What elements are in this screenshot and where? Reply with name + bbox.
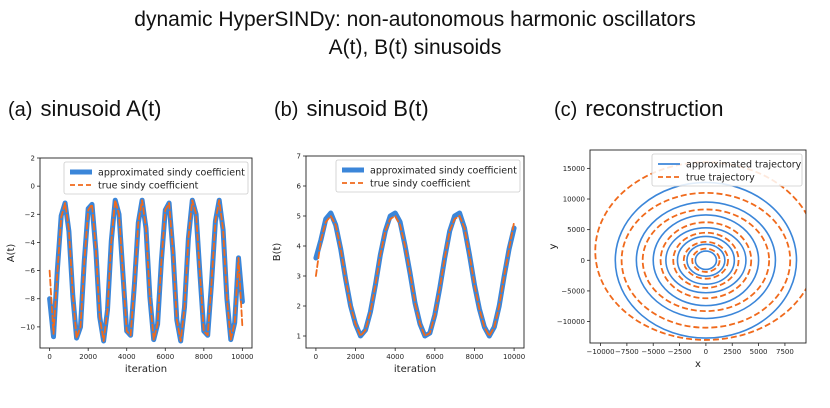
x-axis-label: iteration [394, 364, 436, 375]
panel-b-label: (b) sinusoid B(t) [274, 96, 429, 122]
figure-title: dynamic HyperSINDy: non-autonomous harmo… [134, 8, 696, 31]
y-tick-label: 4 [297, 243, 302, 251]
x-tick-label: 2000 [79, 353, 97, 361]
true-orbit-3 [659, 221, 753, 300]
x-tick-label: 0 [704, 348, 708, 356]
approx-orbit-3 [665, 227, 747, 294]
plot-area [313, 210, 517, 339]
plot-area [594, 161, 806, 341]
approx-series-line [313, 210, 517, 339]
y-tick-label: 10000 [563, 196, 585, 204]
y-tick-label: −2 [25, 211, 35, 219]
true-orbit-6 [691, 247, 721, 273]
y-tick-label: 5 [297, 213, 301, 221]
x-tick-label: −7500 [615, 348, 639, 356]
chart-a: 0 2000 4000 6000 8000 10000 2 0 −2 −4 −6 −8 −10 itera… [6, 155, 254, 376]
panel-a-title: sinusoid A(t) [40, 96, 162, 121]
y-tick-label: −5000 [561, 287, 585, 295]
y-axis-label: B(t) [272, 243, 283, 262]
chart-b: 0 2000 4000 6000 8000 10000 7 6 5 4 3 2 1 iteration B(… [272, 153, 525, 376]
panel-a-tag: (a) [8, 99, 33, 121]
true-orbit-4 [672, 231, 740, 289]
plot-frame [589, 149, 807, 344]
approx-orbit-0 [614, 181, 798, 339]
y-tick-label: 1 [297, 333, 301, 341]
panel-b-tag: (b) [274, 99, 299, 121]
approx-series-line [47, 197, 245, 344]
x-axis-label: iteration [125, 364, 167, 375]
y-tick-label: 0 [581, 257, 585, 265]
true-orbit-1 [620, 191, 792, 329]
panel-c-label: (c) reconstruction [554, 96, 724, 122]
x-tick-label: 8000 [195, 353, 213, 361]
true-series-line [315, 215, 516, 337]
approx-orbit-1 [635, 201, 777, 320]
approx-orbit-5 [686, 243, 726, 278]
chart-c: −10000 −7500 −5000 −2500 0 2500 5000 7500150001… [548, 149, 807, 370]
y-tick-label: 7 [297, 153, 301, 161]
y-tick-label: −10000 [557, 318, 585, 326]
y-axis-label: y [548, 243, 559, 249]
x-tick-label: 6000 [426, 353, 444, 361]
x-tick-label: 4000 [386, 353, 404, 361]
y-tick-label: 15000 [563, 165, 585, 173]
x-tick-label: 2500 [723, 348, 741, 356]
panel-b-title: sinusoid B(t) [306, 96, 429, 121]
legend-label: true sindy coefficient [370, 179, 471, 190]
x-tick-label: 6000 [156, 353, 174, 361]
legend-label: true sindy coefficient [98, 181, 199, 192]
x-tick-label: 0 [47, 353, 51, 361]
y-tick-label: −4 [25, 239, 36, 247]
legend-label: approximated sindy coefficient [98, 168, 245, 179]
x-tick-label: 10000 [503, 353, 525, 361]
x-tick-label: −10000 [586, 348, 614, 356]
y-tick-label: −10 [20, 323, 35, 331]
true-orbit-2 [641, 208, 771, 313]
x-axis-label: x [695, 359, 701, 370]
x-tick-label: 7500 [776, 348, 794, 356]
legend-box [651, 153, 803, 187]
y-tick-label: 5000 [567, 226, 585, 234]
approx-orbit-4 [676, 235, 736, 285]
x-tick-label: 10000 [231, 353, 253, 361]
legend-label: approximated sindy coefficient [370, 166, 517, 177]
x-tick-label: −5000 [641, 348, 665, 356]
legend-label: true trajectory [686, 173, 755, 184]
x-tick-label: 2000 [347, 353, 365, 361]
approx-orbit-2 [652, 214, 760, 307]
x-tick-label: 8000 [466, 353, 484, 361]
plot-frame [305, 155, 525, 349]
plot-area [47, 197, 245, 344]
legend-box [63, 161, 249, 195]
x-tick-label: 0 [314, 353, 318, 361]
y-tick-label: 2 [31, 155, 35, 163]
x-tick-label: −2500 [668, 348, 692, 356]
approx-orbit-6 [694, 250, 718, 271]
legend-box [335, 159, 521, 193]
figure-subtitle: A(t), B(t) sinusoids [328, 36, 502, 59]
plot-frame [39, 157, 253, 349]
true-orbit-5 [682, 241, 729, 280]
panel-c-tag: (c) [554, 99, 578, 121]
panel-a-label: (a) sinusoid A(t) [8, 96, 162, 122]
y-tick-label: 2 [297, 303, 301, 311]
legend-label: approximated trajectory [686, 160, 802, 171]
panel-c-title: reconstruction [585, 96, 724, 121]
y-tick-label: 0 [31, 183, 35, 191]
true-series-line [48, 199, 244, 342]
y-axis-label: A(t) [6, 244, 17, 263]
y-tick-label: 6 [297, 183, 302, 191]
y-tick-label: −6 [25, 267, 36, 275]
x-tick-label: 4000 [118, 353, 136, 361]
x-tick-label: 5000 [750, 348, 768, 356]
y-tick-label: 3 [297, 273, 301, 281]
y-tick-label: −8 [25, 295, 35, 303]
